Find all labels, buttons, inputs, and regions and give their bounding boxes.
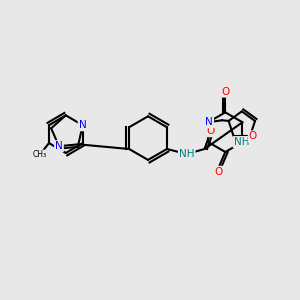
- Text: CH₃: CH₃: [33, 151, 47, 160]
- Text: O: O: [249, 131, 257, 142]
- Text: NH: NH: [179, 149, 194, 159]
- Text: O: O: [206, 126, 214, 136]
- Text: NH: NH: [234, 137, 249, 147]
- Text: O: O: [214, 167, 223, 177]
- Text: O: O: [221, 86, 230, 97]
- Text: N: N: [205, 117, 213, 127]
- Text: N: N: [79, 120, 86, 130]
- Text: N: N: [55, 141, 63, 151]
